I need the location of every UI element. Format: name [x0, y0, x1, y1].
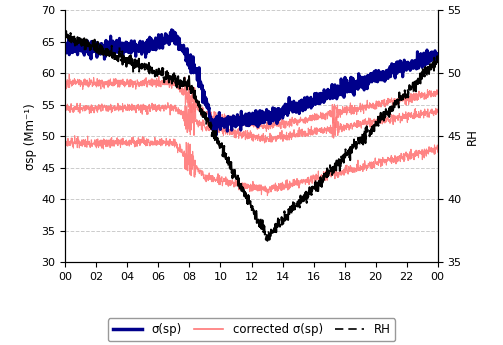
Legend: σ(sp), corrected σ(sp), RH: σ(sp), corrected σ(sp), RH — [108, 318, 395, 341]
Y-axis label: σsp (Mm⁻¹): σsp (Mm⁻¹) — [24, 103, 37, 170]
Y-axis label: RH: RH — [466, 128, 479, 145]
